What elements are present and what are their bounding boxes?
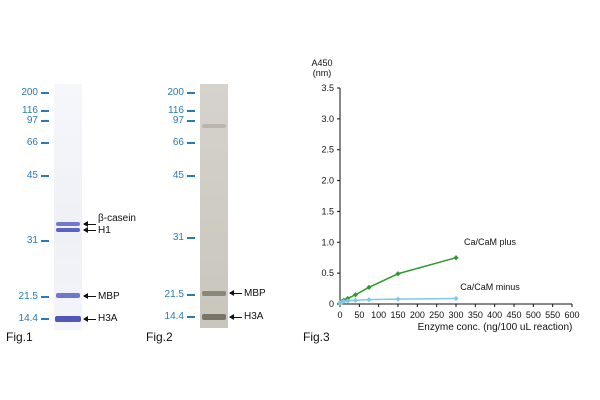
fig1-arrow [83,221,96,227]
y-tick-label: 0 [329,299,334,309]
fig1-band-h1 [56,228,80,232]
fig2-marker-97: 97 [172,115,184,126]
fig1-marker-97: 97 [26,115,38,126]
y-axis-label-line2: (nm) [313,68,332,78]
x-tick-label: 250 [429,310,444,320]
fig2-band-h3a [202,314,226,320]
fig1-marker-14-4: 14.4 [18,313,38,324]
x-tick-label: 100 [371,310,386,320]
x-tick-label: 500 [526,310,541,320]
fig1-arrow [83,293,96,299]
x-tick-label: 50 [354,310,364,320]
y-tick-label: 1.5 [321,206,334,216]
fig2-marker-tick [187,110,195,112]
x-tick-label: 0 [337,310,342,320]
fig1-marker-tick [41,110,49,112]
fig2-marker-tick [187,294,195,296]
fig1-marker-tick [41,296,49,298]
fig2-label: Fig.2 [146,330,173,344]
fig1-arrow [83,316,96,322]
y-tick-label: 2.0 [321,176,334,186]
series-line-0 [339,256,457,304]
fig1-label-beta-casein: β-casein [98,213,136,224]
fig2-marker-tick [187,316,195,318]
data-point [345,298,351,304]
fig1-marker-31: 31 [26,235,38,246]
fig2-marker-tick [187,92,195,94]
x-tick-label: 150 [390,310,405,320]
data-point [352,292,359,298]
fig1-marker-45: 45 [26,170,38,181]
series-group [337,255,459,306]
fig1-marker-tick [41,175,49,177]
fig1-label-mbp: MBP [98,291,120,302]
data-point [395,271,401,277]
fig2-arrow [229,314,242,320]
fig1-marker-tick [41,120,49,122]
data-point [395,296,401,302]
y-tick-label: 1.0 [321,237,334,247]
y-tick-label: 3.5 [321,83,334,93]
fig1-band-h3a [55,316,81,322]
data-point [366,297,372,303]
fig2-marker-14-4: 14.4 [164,311,184,322]
fig1-marker-tick [41,318,49,320]
data-point [453,255,459,261]
series-label-plus: Ca/CaM plus [464,237,517,247]
fig2-gel-lane [200,84,228,328]
fig1-label: Fig.1 [6,330,33,344]
y-ticks: 0 0.5 1.0 1.5 2.0 2.5 3.0 3.5 [321,83,340,309]
x-tick-label: 400 [487,310,502,320]
fig2-band-faint [202,124,226,128]
x-tick-label: 350 [468,310,483,320]
y-tick-label: 3.0 [321,114,334,124]
fig1-label-h3a: H3A [98,313,118,324]
fig1-marker-tick [41,142,49,144]
fig2-arrow [229,290,242,296]
fig1-marker-21-5: 21.5 [18,291,38,302]
fig2-marker-tick [187,120,195,122]
y-tick-label: 2.5 [321,145,334,155]
x-axis-label: Enzyme conc. (ng/100 uL reaction) [418,322,573,333]
x-tick-label: 200 [410,310,425,320]
fig1-marker-tick [41,240,49,242]
fig1-marker-116: 116 [22,105,38,116]
fig1-marker-66: 66 [26,137,38,148]
x-ticks: 0 50 100 150 200 250 300 350 400 450 500 550 600 [337,304,580,320]
fig3-label: Fig.3 [303,330,330,344]
fig2-marker-66: 66 [172,137,184,148]
data-point [453,295,459,302]
data-point [366,284,372,290]
data-point [352,297,359,303]
fig2-marker-tick [187,142,195,144]
fig1-gel-lane [54,84,82,330]
x-tick-label: 300 [448,310,463,320]
x-tick-label: 550 [545,310,560,320]
fig2-marker-31: 31 [172,232,184,243]
fig2-marker-21-5: 21.5 [164,289,184,300]
fig2-marker-tick [187,175,195,177]
data-point [341,298,347,305]
fig1-label-h1: H1 [98,225,111,236]
fig1-band-beta-casein [56,222,80,226]
y-tick-label: 0.5 [321,268,334,278]
fig2-band-mbp [202,291,226,296]
fig2-marker-45: 45 [172,170,184,181]
fig2-marker-200: 200 [167,87,184,98]
fig2-label-h3a: H3A [244,311,264,322]
fig2-label-mbp: MBP [244,288,266,299]
fig2-marker-116: 116 [168,105,184,116]
x-tick-label: 600 [564,310,579,320]
fig1-band-mbp [56,293,80,298]
y-axis-label-line1: A450 [311,58,332,68]
fig1-marker-200: 200 [21,87,38,98]
fig2-marker-tick [187,237,195,239]
x-tick-label: 450 [506,310,521,320]
series-label-minus: Ca/CaM minus [460,282,520,292]
fig1-arrow [83,227,96,233]
fig1-marker-tick [41,92,49,94]
